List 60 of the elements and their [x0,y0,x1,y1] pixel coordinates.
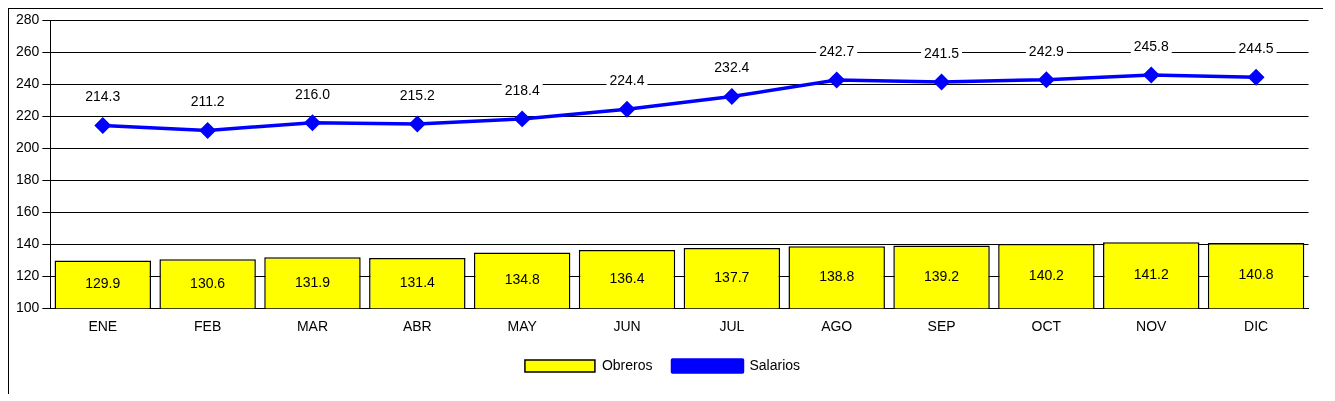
point [199,122,216,139]
text: 241.5 [924,44,960,61]
text: 134.8 [504,271,540,288]
legend-label: Salarios [749,356,801,373]
text: 141.2 [1133,266,1169,283]
x-tick-label: MAR [296,318,329,335]
text: 140.8 [1238,266,1274,283]
point [409,116,426,132]
point [1248,69,1264,85]
point [514,111,530,127]
x-tick-label: JUL [719,318,745,335]
point [1038,71,1055,88]
text: 224.4 [609,72,645,89]
x-tick-label: ABR [402,318,432,335]
y-tick-label: 240 [16,75,40,92]
point [828,72,845,88]
x-tick-label: NOV [1136,318,1168,335]
x-tick-label: SEP [927,318,956,335]
text: 245.8 [1133,37,1169,54]
text: 131.4 [399,273,435,290]
x-tick-label: AGO [821,318,853,335]
point [95,117,111,134]
point [724,88,740,105]
x-tick-label: JUN [613,318,641,335]
point [933,74,950,90]
text: 130.6 [190,274,226,291]
text: 131.9 [294,273,330,290]
text: 242.7 [819,42,855,59]
legend-label: Obreros [601,356,653,373]
y-tick-label: 120 [16,267,40,284]
x-tick-label: DIC [1244,318,1269,335]
text: 138.8 [819,268,855,285]
y-tick-label: 160 [16,203,40,220]
x-tick-label: FEB [194,318,222,335]
y-tick-label: 280 [16,11,40,28]
x-tick-label: OCT [1031,318,1062,335]
x-tick-label: MAY [507,318,538,335]
y-tick-label: 200 [16,139,40,156]
text: 136.4 [609,269,645,286]
text: 216.0 [294,85,330,102]
y-tick-label: 180 [16,171,40,188]
text: 211.2 [190,93,225,110]
x-tick-label: ENE [88,318,118,335]
text: 244.5 [1238,40,1274,57]
text: 242.9 [1028,42,1064,59]
y-tick-label: 100 [16,299,40,316]
point [1143,67,1159,83]
text: 214.3 [85,88,121,105]
text: 137.7 [714,268,750,285]
text: 232.4 [714,59,750,76]
text: 140.2 [1028,266,1064,283]
y-tick-label: 140 [16,235,40,252]
y-tick-label: 260 [16,43,40,60]
text: 215.2 [399,86,435,103]
text: 218.4 [504,81,540,98]
text: 129.9 [85,275,121,292]
point [304,114,321,131]
point [619,101,635,118]
text: 139.2 [924,267,960,284]
y-tick-label: 220 [16,107,40,124]
